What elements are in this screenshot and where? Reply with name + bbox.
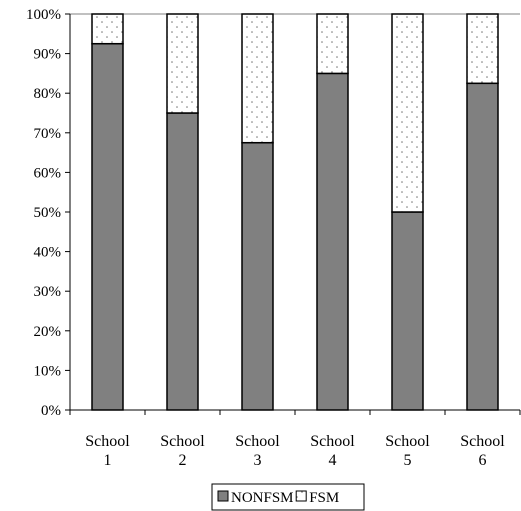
y-tick-label: 60%: [34, 165, 62, 181]
legend-swatch-fsm: [295, 490, 307, 502]
bar-fsm-2: [166, 13, 199, 114]
axes: 0% 10% 20% 30% 40% 50% 60% 70% 80% 90% 100% School 1…: [26, 7, 521, 469]
bar-fsm-1: [91, 13, 124, 45]
bar-nonfsm-3: [241, 141, 274, 411]
legend-label-fsm: FSM: [309, 490, 339, 506]
x-category-label: School: [160, 433, 205, 450]
y-tick-label: 80%: [34, 86, 62, 102]
x-category-label: 2: [179, 452, 187, 469]
y-tick-label: 30%: [34, 284, 62, 300]
y-tick-label: 50%: [34, 205, 62, 221]
legend-swatch-nonfsm: [217, 490, 229, 502]
bar-fsm-5: [391, 13, 424, 213]
y-tick-label: 90%: [34, 47, 62, 63]
y-tick-label: 100%: [26, 7, 61, 23]
y-tick-label: 40%: [34, 245, 62, 261]
x-category-label: School: [385, 433, 430, 450]
bar-fsm-6: [466, 13, 499, 85]
bar-fsm-4: [316, 13, 349, 75]
legend-label-nonfsm: NONFSM: [231, 490, 294, 506]
y-tick-label: 20%: [34, 324, 62, 340]
x-category-label: School: [235, 433, 280, 450]
bar-nonfsm-2: [166, 112, 199, 411]
x-category-label: 3: [254, 452, 262, 469]
bar-nonfsm-5: [391, 211, 424, 411]
x-category-label: 1: [104, 452, 112, 469]
bar-nonfsm-6: [466, 82, 499, 411]
bar-nonfsm-1: [91, 42, 124, 411]
legend: NONFSM FSM: [211, 483, 365, 511]
x-category-label: School: [85, 433, 130, 450]
legend-box: [211, 483, 365, 511]
x-category-label: 5: [404, 452, 412, 469]
bars: [91, 13, 499, 411]
x-category-label: School: [460, 433, 505, 450]
y-tick-label: 10%: [34, 363, 62, 379]
y-tick-label: 0%: [41, 403, 61, 419]
x-category-label: School: [310, 433, 355, 450]
bar-nonfsm-4: [316, 72, 349, 411]
x-category-label: 4: [329, 452, 337, 469]
bar-fsm-3: [241, 13, 274, 144]
x-category-label: 6: [479, 452, 487, 469]
y-tick-label: 70%: [34, 126, 62, 142]
